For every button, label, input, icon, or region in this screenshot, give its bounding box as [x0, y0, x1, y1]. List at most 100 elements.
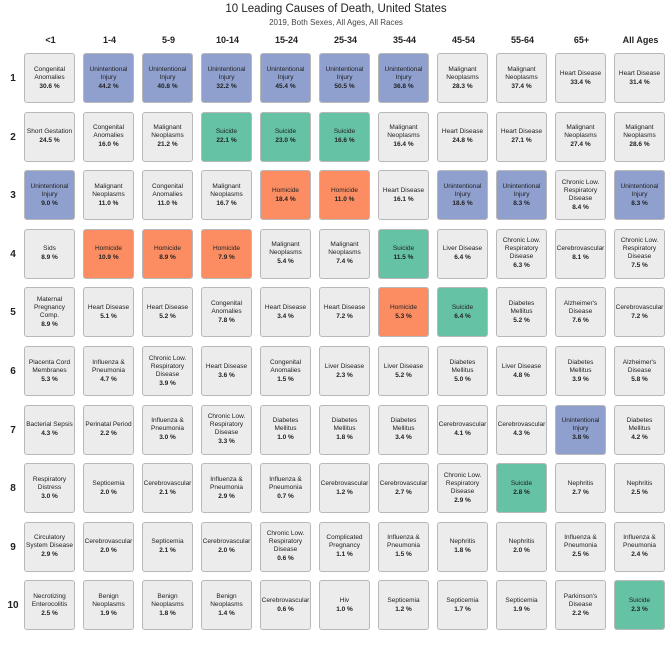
- column-header-35-44: 35-44: [392, 35, 417, 45]
- cause-cell: Chronic Low. Respiratory Disease 8.4 %: [555, 170, 606, 221]
- cause-percent: 1.9 %: [513, 605, 530, 613]
- cause-cell: Suicide 11.5 %: [378, 228, 429, 279]
- cause-percent: 2.0 %: [100, 547, 117, 555]
- cause-percent: 8.4 %: [572, 203, 589, 211]
- cause-name: Malignant Neoplasms: [387, 124, 420, 140]
- cause-name: Cerebrovascular: [261, 596, 310, 604]
- column-header-10-14: 10-14: [215, 35, 240, 45]
- cause-percent: 16.6 %: [334, 137, 355, 145]
- cause-percent: 1.8 %: [336, 434, 353, 442]
- cause-percent: 22.1 %: [216, 137, 237, 145]
- cause-name: Nephritis: [508, 538, 535, 546]
- cause-cell: Influenza & Pneumonia 1.5 %: [378, 521, 429, 572]
- cause-percent: 44.2 %: [98, 82, 119, 90]
- cause-percent: 1.0 %: [277, 434, 294, 442]
- cause-percent: 5.2 %: [513, 316, 530, 324]
- cause-percent: 4.8 %: [513, 371, 530, 379]
- cause-name: Homicide: [153, 245, 182, 253]
- cause-name: Diabetes Mellitus: [626, 417, 653, 433]
- column-header-45-54: 45-54: [451, 35, 476, 45]
- cause-name: Influenza & Pneumonia: [210, 475, 243, 491]
- cause-cell: Heart Disease 27.1 %: [496, 111, 547, 162]
- cause-percent: 3.6 %: [218, 371, 235, 379]
- cause-cell: Homicide 18.4 %: [260, 170, 311, 221]
- cause-cell: Influenza & Pneumonia 2.4 %: [614, 521, 665, 572]
- cause-name: Parkinson's Disease: [563, 592, 598, 608]
- cause-percent: 2.3 %: [336, 371, 353, 379]
- cause-name: Suicide: [274, 128, 297, 136]
- chart-subtitle: 2019, Both Sexes, All Ages, All Races: [269, 18, 403, 27]
- cause-name: Unintentional Injury: [620, 182, 659, 198]
- cause-cell: Heart Disease 7.2 %: [319, 287, 370, 338]
- cause-name: Benign Neoplasms: [210, 592, 243, 608]
- cause-name: Congenital Anomalies: [92, 124, 125, 140]
- cause-cell: Cerebrovascular 2.7 %: [378, 463, 429, 514]
- cause-percent: 3.9 %: [159, 379, 176, 387]
- cause-cell: Parkinson's Disease 2.2 %: [555, 580, 606, 631]
- cause-cell: Short Gestation 24.5 %: [24, 111, 75, 162]
- cause-percent: 18.4 %: [275, 195, 296, 203]
- cause-name: Heart Disease: [382, 186, 425, 194]
- cause-name: Malignant Neoplasms: [564, 124, 597, 140]
- cause-percent: 2.9 %: [218, 492, 235, 500]
- cause-percent: 2.5 %: [41, 609, 58, 617]
- cause-cell: Influenza & Pneumonia 4.7 %: [83, 346, 134, 396]
- cause-cell: Unintentional Injury 32.2 %: [201, 53, 252, 103]
- cause-name: Congenital Anomalies: [269, 358, 302, 374]
- cause-name: Suicide: [333, 128, 356, 136]
- cause-percent: 1.8 %: [454, 547, 471, 555]
- cause-percent: 2.3 %: [631, 605, 648, 613]
- cause-name: Septicemia: [92, 479, 125, 487]
- cause-name: Cerebrovascular: [84, 538, 133, 546]
- column-header-all-ages: All Ages: [622, 35, 659, 45]
- cause-cell: Suicide 2.3 %: [614, 580, 665, 631]
- cause-name: Homicide: [330, 186, 359, 194]
- cause-name: Diabetes Mellitus: [390, 417, 417, 433]
- cause-percent: 27.4 %: [570, 141, 591, 149]
- cause-cell: Unintentional Injury 36.8 %: [378, 53, 429, 103]
- cause-cell: Benign Neoplasms 1.4 %: [201, 580, 252, 631]
- cause-percent: 10.9 %: [98, 254, 119, 262]
- cause-name: Chronic Low. Respiratory Disease: [443, 471, 482, 495]
- cause-percent: 4.3 %: [41, 430, 58, 438]
- cause-name: Influenza & Pneumonia: [623, 534, 656, 550]
- cause-percent: 2.7 %: [395, 488, 412, 496]
- cause-percent: 16.7 %: [216, 199, 237, 207]
- cause-cell: Heart Disease 16.1 %: [378, 170, 429, 221]
- cause-name: Unintentional Injury: [443, 182, 482, 198]
- cause-name: Suicide: [510, 479, 533, 487]
- cause-cell: Malignant Neoplasms 7.4 %: [319, 228, 370, 279]
- column-header-15-24: 15-24: [274, 35, 299, 45]
- cause-name: Short Gestation: [26, 128, 73, 136]
- cause-cell: Congenital Anomalies 11.0 %: [142, 170, 193, 221]
- cause-name: Septicemia: [505, 596, 538, 604]
- cause-name: Influenza & Pneumonia: [151, 417, 184, 433]
- cause-name: Cerebrovascular: [379, 479, 428, 487]
- cause-percent: 23.0 %: [275, 137, 296, 145]
- cause-name: Influenza & Pneumonia: [387, 534, 420, 550]
- cause-name: Heart Disease: [87, 303, 130, 311]
- cause-cell: Chronic Low. Respiratory Disease 2.9 %: [437, 463, 488, 514]
- cause-cell: Necrotizing Enterocolitis 2.5 %: [24, 580, 75, 631]
- cause-percent: 1.0 %: [336, 605, 353, 613]
- cause-cell: Nephritis 2.0 %: [496, 521, 547, 572]
- cause-percent: 5.2 %: [395, 371, 412, 379]
- column-header-1-4: 1-4: [102, 35, 116, 45]
- cause-name: Unintentional Injury: [89, 65, 128, 81]
- cause-cell: Cerebrovascular 7.2 %: [614, 287, 665, 338]
- cause-cell: Homicide 8.9 %: [142, 228, 193, 279]
- cause-name: Nephritis: [449, 538, 476, 546]
- cause-name: Suicide: [451, 303, 474, 311]
- cause-cell: Heart Disease 3.4 %: [260, 287, 311, 338]
- cause-name: Unintentional Injury: [148, 65, 187, 81]
- cause-cell: Diabetes Mellitus 1.0 %: [260, 404, 311, 455]
- cause-percent: 5.8 %: [631, 375, 648, 383]
- cause-percent: 2.7 %: [572, 488, 589, 496]
- cause-percent: 24.8 %: [452, 137, 473, 145]
- cause-percent: 11.0 %: [334, 195, 355, 203]
- rank-label-8: 8: [10, 483, 16, 495]
- cause-name: Chronic Low. Respiratory Disease: [561, 178, 600, 202]
- cause-percent: 0.6 %: [277, 555, 294, 563]
- cause-name: Malignant Neoplasms: [446, 65, 479, 81]
- cause-name: Benign Neoplasms: [92, 592, 125, 608]
